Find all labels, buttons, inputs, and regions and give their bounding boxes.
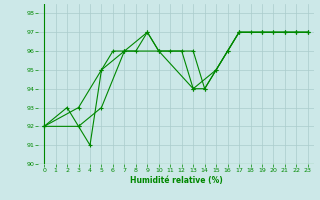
X-axis label: Humidité relative (%): Humidité relative (%) — [130, 176, 222, 185]
